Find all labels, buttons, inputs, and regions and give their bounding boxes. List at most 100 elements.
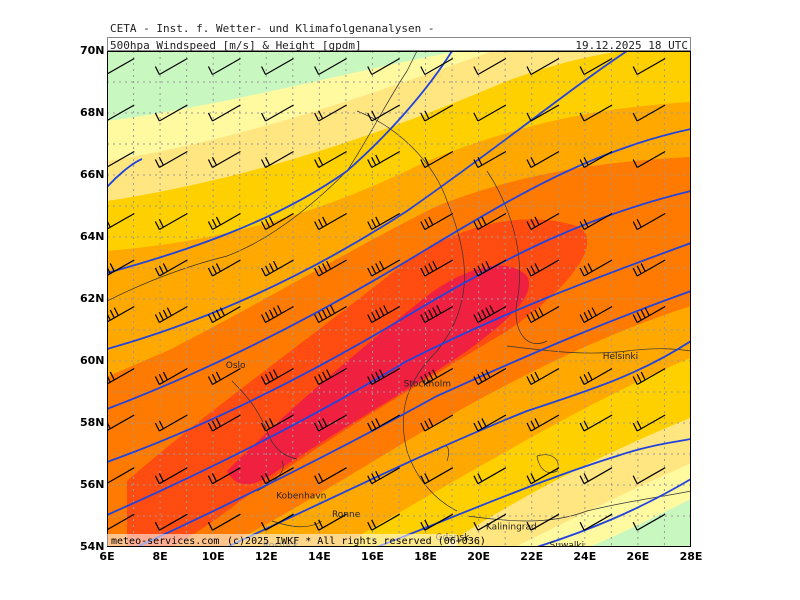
wind-barb [632, 150, 666, 169]
wind-barb [261, 513, 294, 531]
wind-barb [579, 414, 613, 432]
wind-barb [526, 513, 560, 531]
product-label: 500hpa_Windspeed_[m/s]_&_Height_[gpdm] [110, 39, 362, 52]
wind-barb [107, 104, 135, 122]
wind-barb [526, 305, 560, 324]
footer-copyright: (c)2025 IWKF * All rights reserved (06+0… [227, 536, 486, 547]
height-contour [107, 51, 453, 274]
wind-barb [473, 305, 507, 324]
city-label: Kaliningrad [486, 522, 537, 532]
wind-barb [632, 367, 666, 386]
height-contours [107, 51, 691, 547]
city-label: Ronne [332, 510, 361, 520]
wind-barb [526, 104, 560, 122]
wind-barbs [107, 57, 666, 531]
longitude-tick-label: 24E [573, 550, 597, 563]
subtitle-box [107, 37, 691, 51]
wind-barb [632, 467, 666, 485]
wind-barb [207, 467, 241, 485]
wind-barb [367, 259, 401, 277]
wind-barb [473, 212, 507, 231]
wind-barb [314, 259, 347, 277]
wind-barb [473, 513, 507, 531]
wind-barb [261, 57, 294, 76]
wind-barb [107, 212, 135, 230]
wind-barb [154, 414, 188, 432]
wind-barb [207, 367, 241, 386]
wind-barb [632, 57, 666, 76]
wind-barb [261, 305, 294, 324]
wind-barb [526, 57, 560, 76]
city-label: Helsinki [603, 352, 638, 362]
wind-barb [207, 259, 241, 277]
longitude-tick-label: 26E [626, 550, 650, 563]
wind-barb [107, 414, 135, 432]
lat-lon-grid [107, 51, 691, 547]
wind-barb [420, 305, 454, 324]
map-frame [107, 51, 691, 547]
wind-barb [107, 305, 135, 323]
wind-barb [579, 467, 613, 485]
latitude-tick-label: 62N [80, 292, 105, 305]
height-contour [107, 51, 628, 350]
wind-barb [367, 305, 401, 324]
wind-barb [314, 467, 347, 485]
wind-barb [154, 104, 188, 122]
wind-barb [261, 150, 294, 169]
wind-barb [632, 414, 666, 432]
wind-barb [207, 57, 241, 76]
longitude-tick-label: 22E [520, 550, 544, 563]
wind-barb [579, 305, 613, 324]
city-label: Kobenhavn [276, 491, 326, 501]
wind-barb [154, 367, 188, 386]
latitude-tick-label: 66N [80, 168, 105, 181]
wind-barb [154, 467, 188, 485]
city-label: Oslo [226, 361, 246, 371]
wind-barb [314, 104, 347, 122]
height-contour [107, 190, 691, 463]
wind-barb [154, 305, 188, 324]
longitude-tick-label: 16E [361, 550, 384, 563]
height-contour [107, 242, 691, 516]
wind-barb [526, 367, 560, 386]
latitude-tick-label: 54N [80, 540, 105, 553]
wind-barb [207, 305, 241, 324]
latitude-tick-label: 70N [80, 44, 105, 57]
wind-barb [420, 259, 454, 277]
wind-barb [420, 104, 454, 122]
height-contour [136, 290, 691, 547]
wind-barb [314, 150, 347, 169]
wind-barb [473, 57, 507, 76]
wind-barb [107, 57, 135, 75]
wind-barb [367, 104, 401, 122]
wind-barb [420, 513, 454, 531]
wind-barb [261, 467, 294, 485]
weather-map: OsloStockholmHelsinkiKobenhavnRonneRosto… [107, 51, 691, 547]
wind-barb [207, 150, 241, 169]
wind-barb [420, 467, 454, 485]
wind-barb [473, 367, 507, 386]
wind-barb [473, 414, 507, 432]
latitude-tick-label: 64N [80, 230, 105, 243]
wind-barb [579, 259, 613, 277]
wind-barb [154, 150, 188, 169]
wind-barb [154, 513, 188, 531]
wind-barb [420, 57, 454, 76]
wind-barb [367, 57, 401, 76]
wind-barb [154, 259, 188, 277]
height-contour [226, 340, 691, 547]
wind-barb [526, 259, 560, 277]
latitude-tick-label: 68N [80, 106, 105, 119]
wind-barb [420, 212, 454, 231]
wind-barb [420, 367, 454, 386]
wind-barb [261, 212, 294, 231]
footer-site: meteo-services.com [111, 536, 219, 547]
chart-title: CETA - Inst. f. Wetter- und Klimafolgena… [110, 22, 435, 35]
wind-barb [367, 513, 401, 531]
valid-time: 19.12.2025 18 UTC [575, 39, 688, 52]
wind-barb [632, 305, 666, 324]
wind-barb [473, 104, 507, 122]
wind-barb [579, 150, 613, 169]
wind-barb [420, 414, 454, 432]
wind-barb [579, 57, 613, 76]
